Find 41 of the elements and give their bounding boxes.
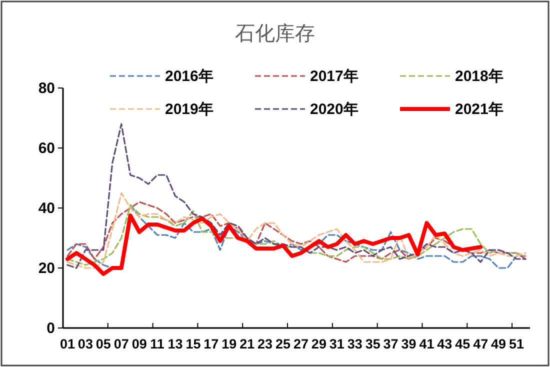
x-tick-label: 45 [455, 336, 471, 352]
legend-label: 2016年 [165, 68, 214, 85]
x-tick-label: 23 [258, 336, 274, 352]
x-tick-label: 27 [293, 336, 309, 352]
x-tick-label: 19 [222, 336, 237, 352]
legend-label: 2020年 [310, 101, 358, 118]
x-tick-label: 09 [132, 336, 147, 352]
x-tick-label: 05 [96, 336, 112, 352]
x-tick-label: 29 [311, 336, 326, 352]
x-tick-label: 41 [419, 336, 435, 352]
legend-label: 2017年 [310, 68, 358, 85]
y-tick-label: 20 [38, 260, 55, 277]
legend-label: 2019年 [165, 101, 214, 118]
x-tick-label: 43 [437, 336, 453, 352]
y-tick-label: 40 [38, 200, 55, 217]
x-tick-label: 31 [329, 336, 345, 352]
legend-label: 2021年 [455, 101, 504, 118]
y-tick-label: 0 [46, 320, 55, 337]
y-tick-label: 80 [38, 80, 55, 97]
x-tick-label: 25 [276, 336, 292, 352]
x-tick-label: 51 [509, 336, 525, 352]
x-tick-label: 17 [204, 336, 219, 352]
x-tick-label: 15 [186, 336, 202, 352]
x-tick-label: 21 [240, 336, 256, 352]
line-series [65, 214, 483, 276]
line-series [66, 123, 526, 269]
x-tick-label: 37 [383, 336, 398, 352]
x-tick-label: 47 [473, 336, 488, 352]
x-tick-label: 35 [365, 336, 381, 352]
chart-title: 石化库存 [235, 23, 315, 45]
y-tick-label: 60 [38, 140, 55, 157]
x-tick-label: 03 [78, 336, 94, 352]
x-tick-label: 07 [114, 336, 129, 352]
line-series [66, 192, 526, 269]
x-tick-label: 49 [491, 336, 506, 352]
x-tick-label: 13 [168, 336, 184, 352]
x-tick-label: 01 [60, 336, 76, 352]
x-tick-label: 39 [401, 336, 416, 352]
legend-label: 2018年 [455, 68, 504, 85]
x-tick-label: 33 [347, 336, 363, 352]
x-tick-label: 11 [150, 336, 165, 352]
